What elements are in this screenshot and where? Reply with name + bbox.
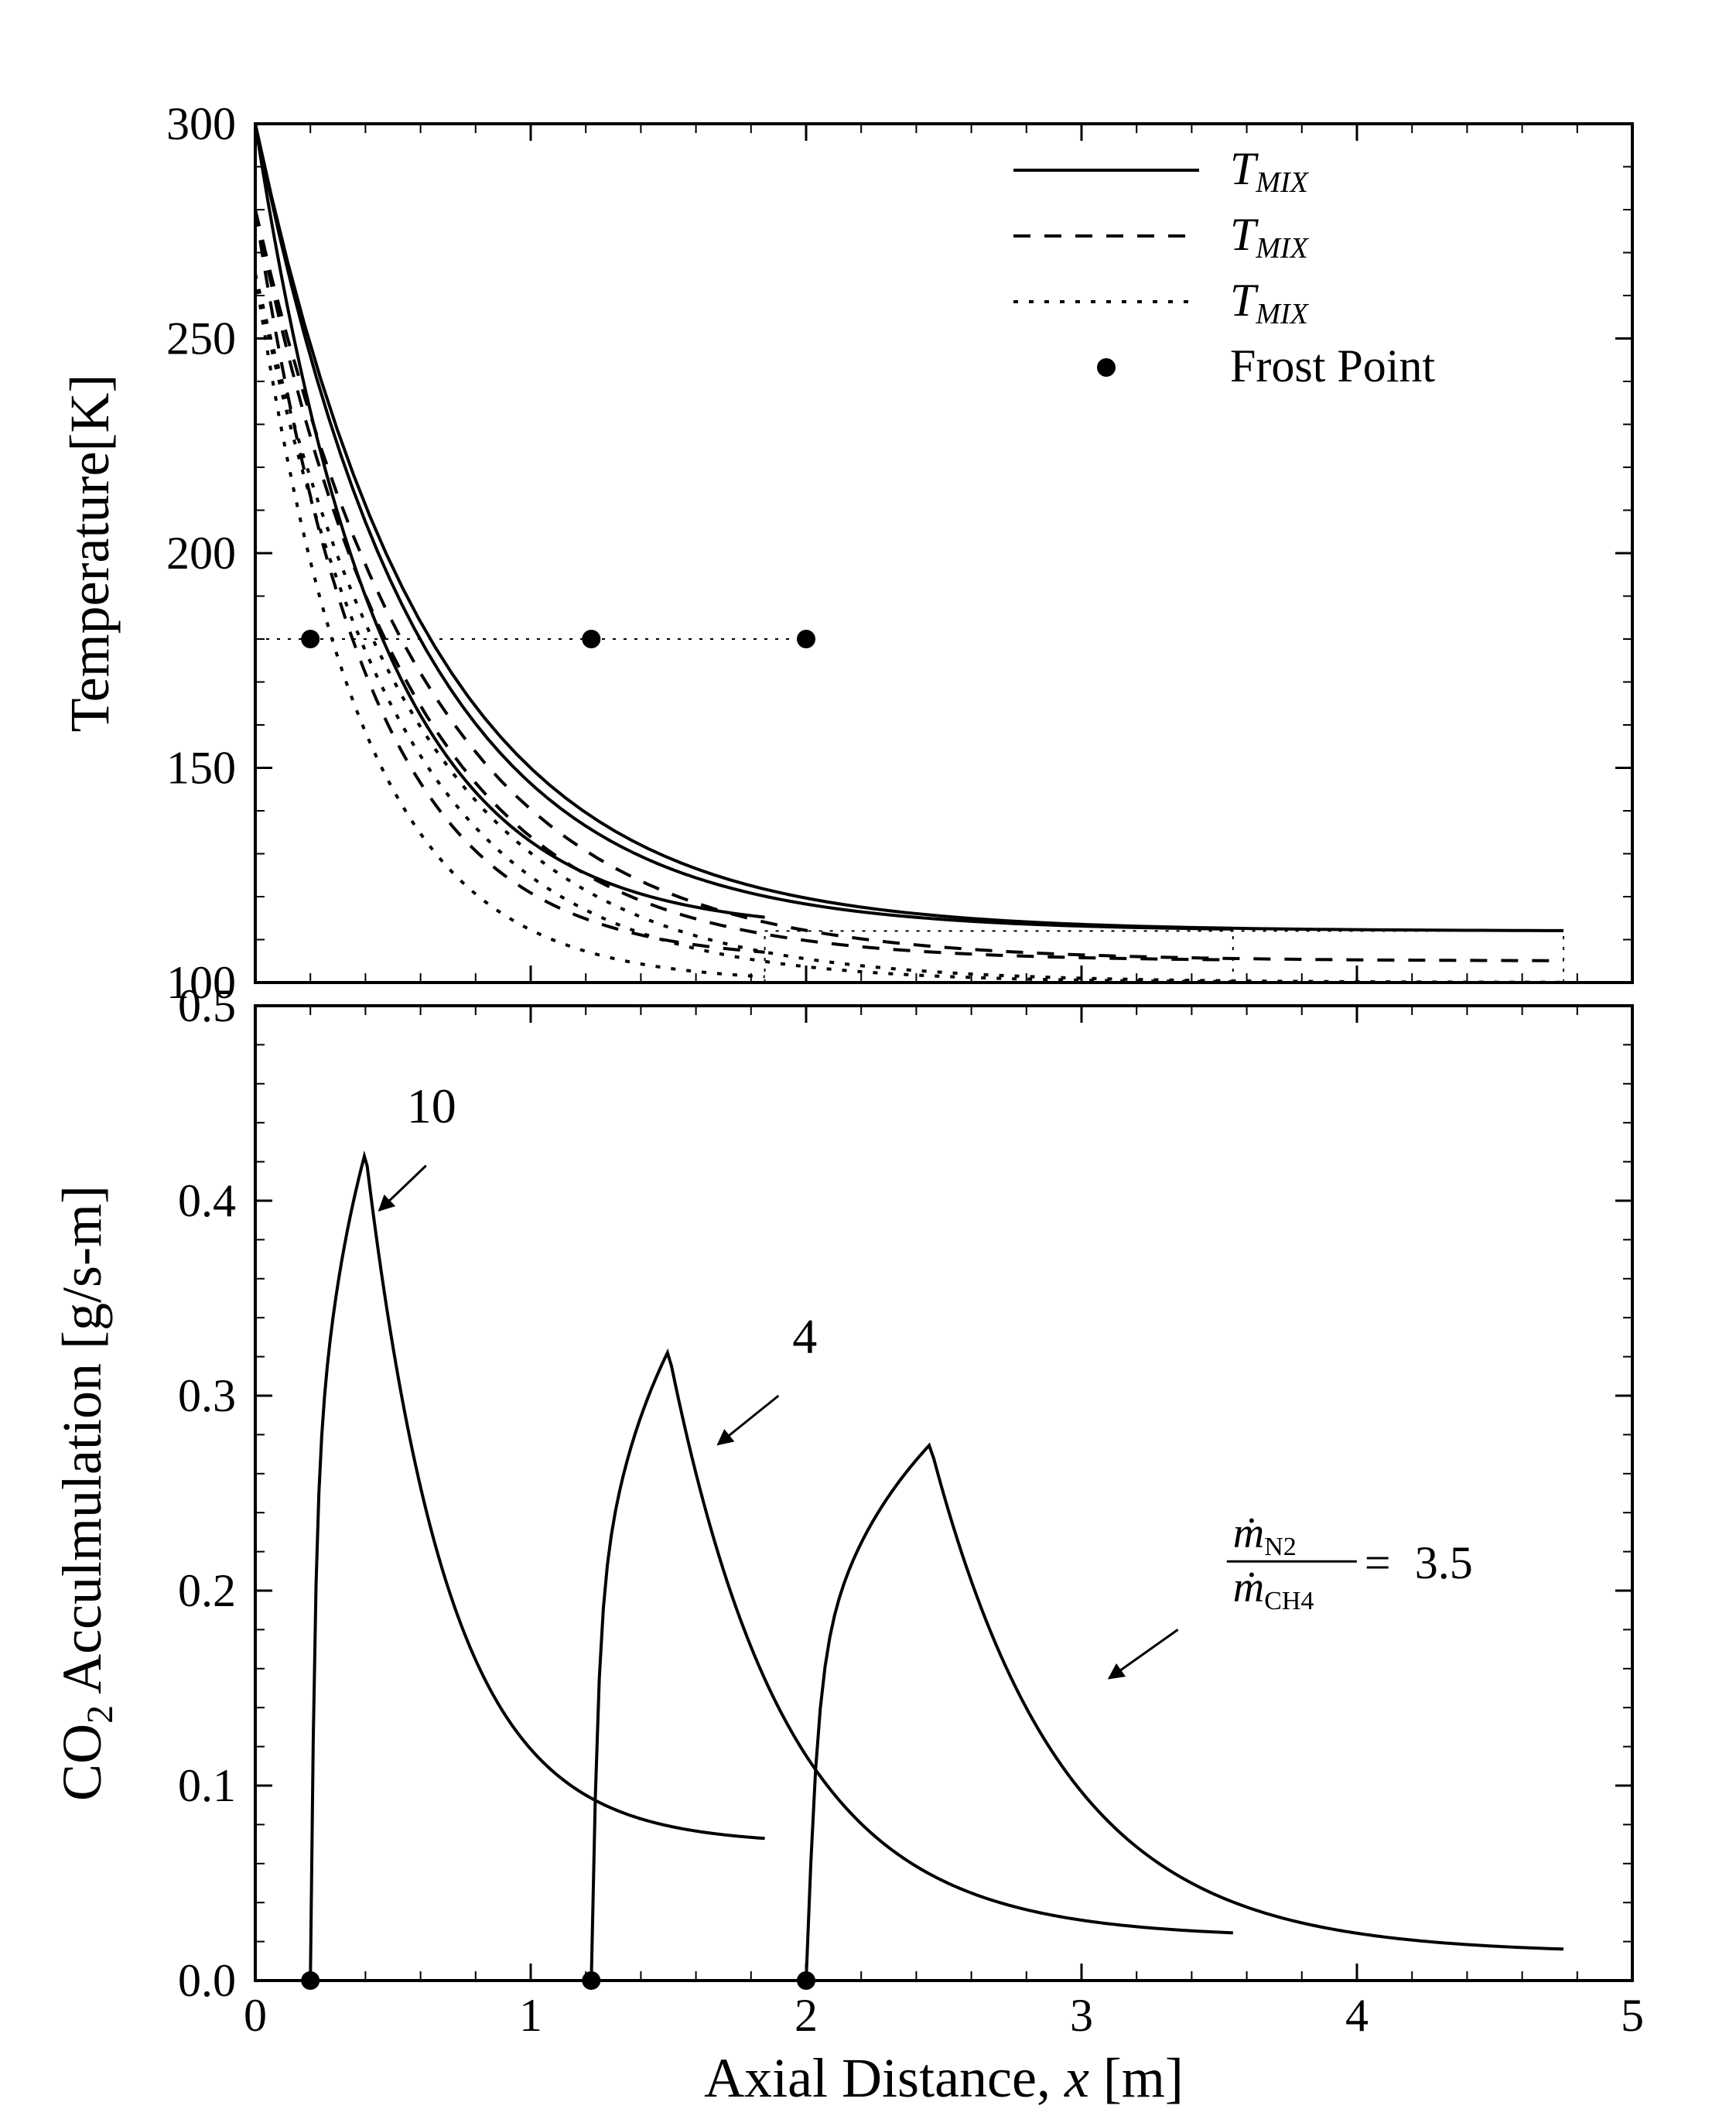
- svg-text:4: 4: [792, 1309, 817, 1364]
- svg-text:0.4: 0.4: [178, 1175, 236, 1226]
- svg-text:0.3: 0.3: [178, 1370, 236, 1421]
- svg-text:200: 200: [166, 528, 236, 579]
- svg-text:CO2 Acculmulation [g/s-m]: CO2 Acculmulation [g/s-m]: [51, 1185, 121, 1801]
- svg-text:TMIX: TMIX: [1230, 275, 1310, 330]
- svg-text:10: 10: [407, 1078, 456, 1133]
- svg-text:TMIX: TMIX: [1230, 209, 1310, 265]
- svg-text:ṁCH4: ṁCH4: [1233, 1564, 1314, 1615]
- svg-text:Frost Point: Frost Point: [1230, 340, 1435, 391]
- svg-text:2: 2: [795, 1990, 818, 2041]
- svg-text:TMIX: TMIX: [1230, 143, 1310, 199]
- figure-container: { "figure": { "width": 2244, "height": 2…: [0, 0, 1736, 2126]
- svg-text:0: 0: [244, 1990, 267, 2041]
- svg-text:250: 250: [166, 313, 236, 364]
- svg-text:1: 1: [519, 1990, 542, 2041]
- svg-text:0.2: 0.2: [178, 1565, 236, 1616]
- svg-text:0.5: 0.5: [178, 980, 236, 1031]
- svg-text:=: =: [1365, 1537, 1391, 1588]
- svg-text:ṁN2: ṁN2: [1233, 1509, 1297, 1561]
- svg-text:Axial Distance, x [m]: Axial Distance, x [m]: [704, 2047, 1184, 2109]
- svg-text:150: 150: [166, 743, 236, 794]
- svg-text:4: 4: [1345, 1990, 1369, 2041]
- svg-text:300: 300: [166, 98, 236, 149]
- svg-text:0.0: 0.0: [178, 1955, 236, 2006]
- svg-text:3.5: 3.5: [1415, 1537, 1473, 1588]
- svg-text:3: 3: [1070, 1990, 1093, 2041]
- svg-text:5: 5: [1621, 1990, 1644, 2041]
- two-panel-chart: 100150200250300Temperature[K]TMIXTMIXTMI…: [0, 0, 1736, 2126]
- svg-text:0.1: 0.1: [178, 1760, 236, 1811]
- svg-text:Temperature[K]: Temperature[K]: [59, 374, 121, 733]
